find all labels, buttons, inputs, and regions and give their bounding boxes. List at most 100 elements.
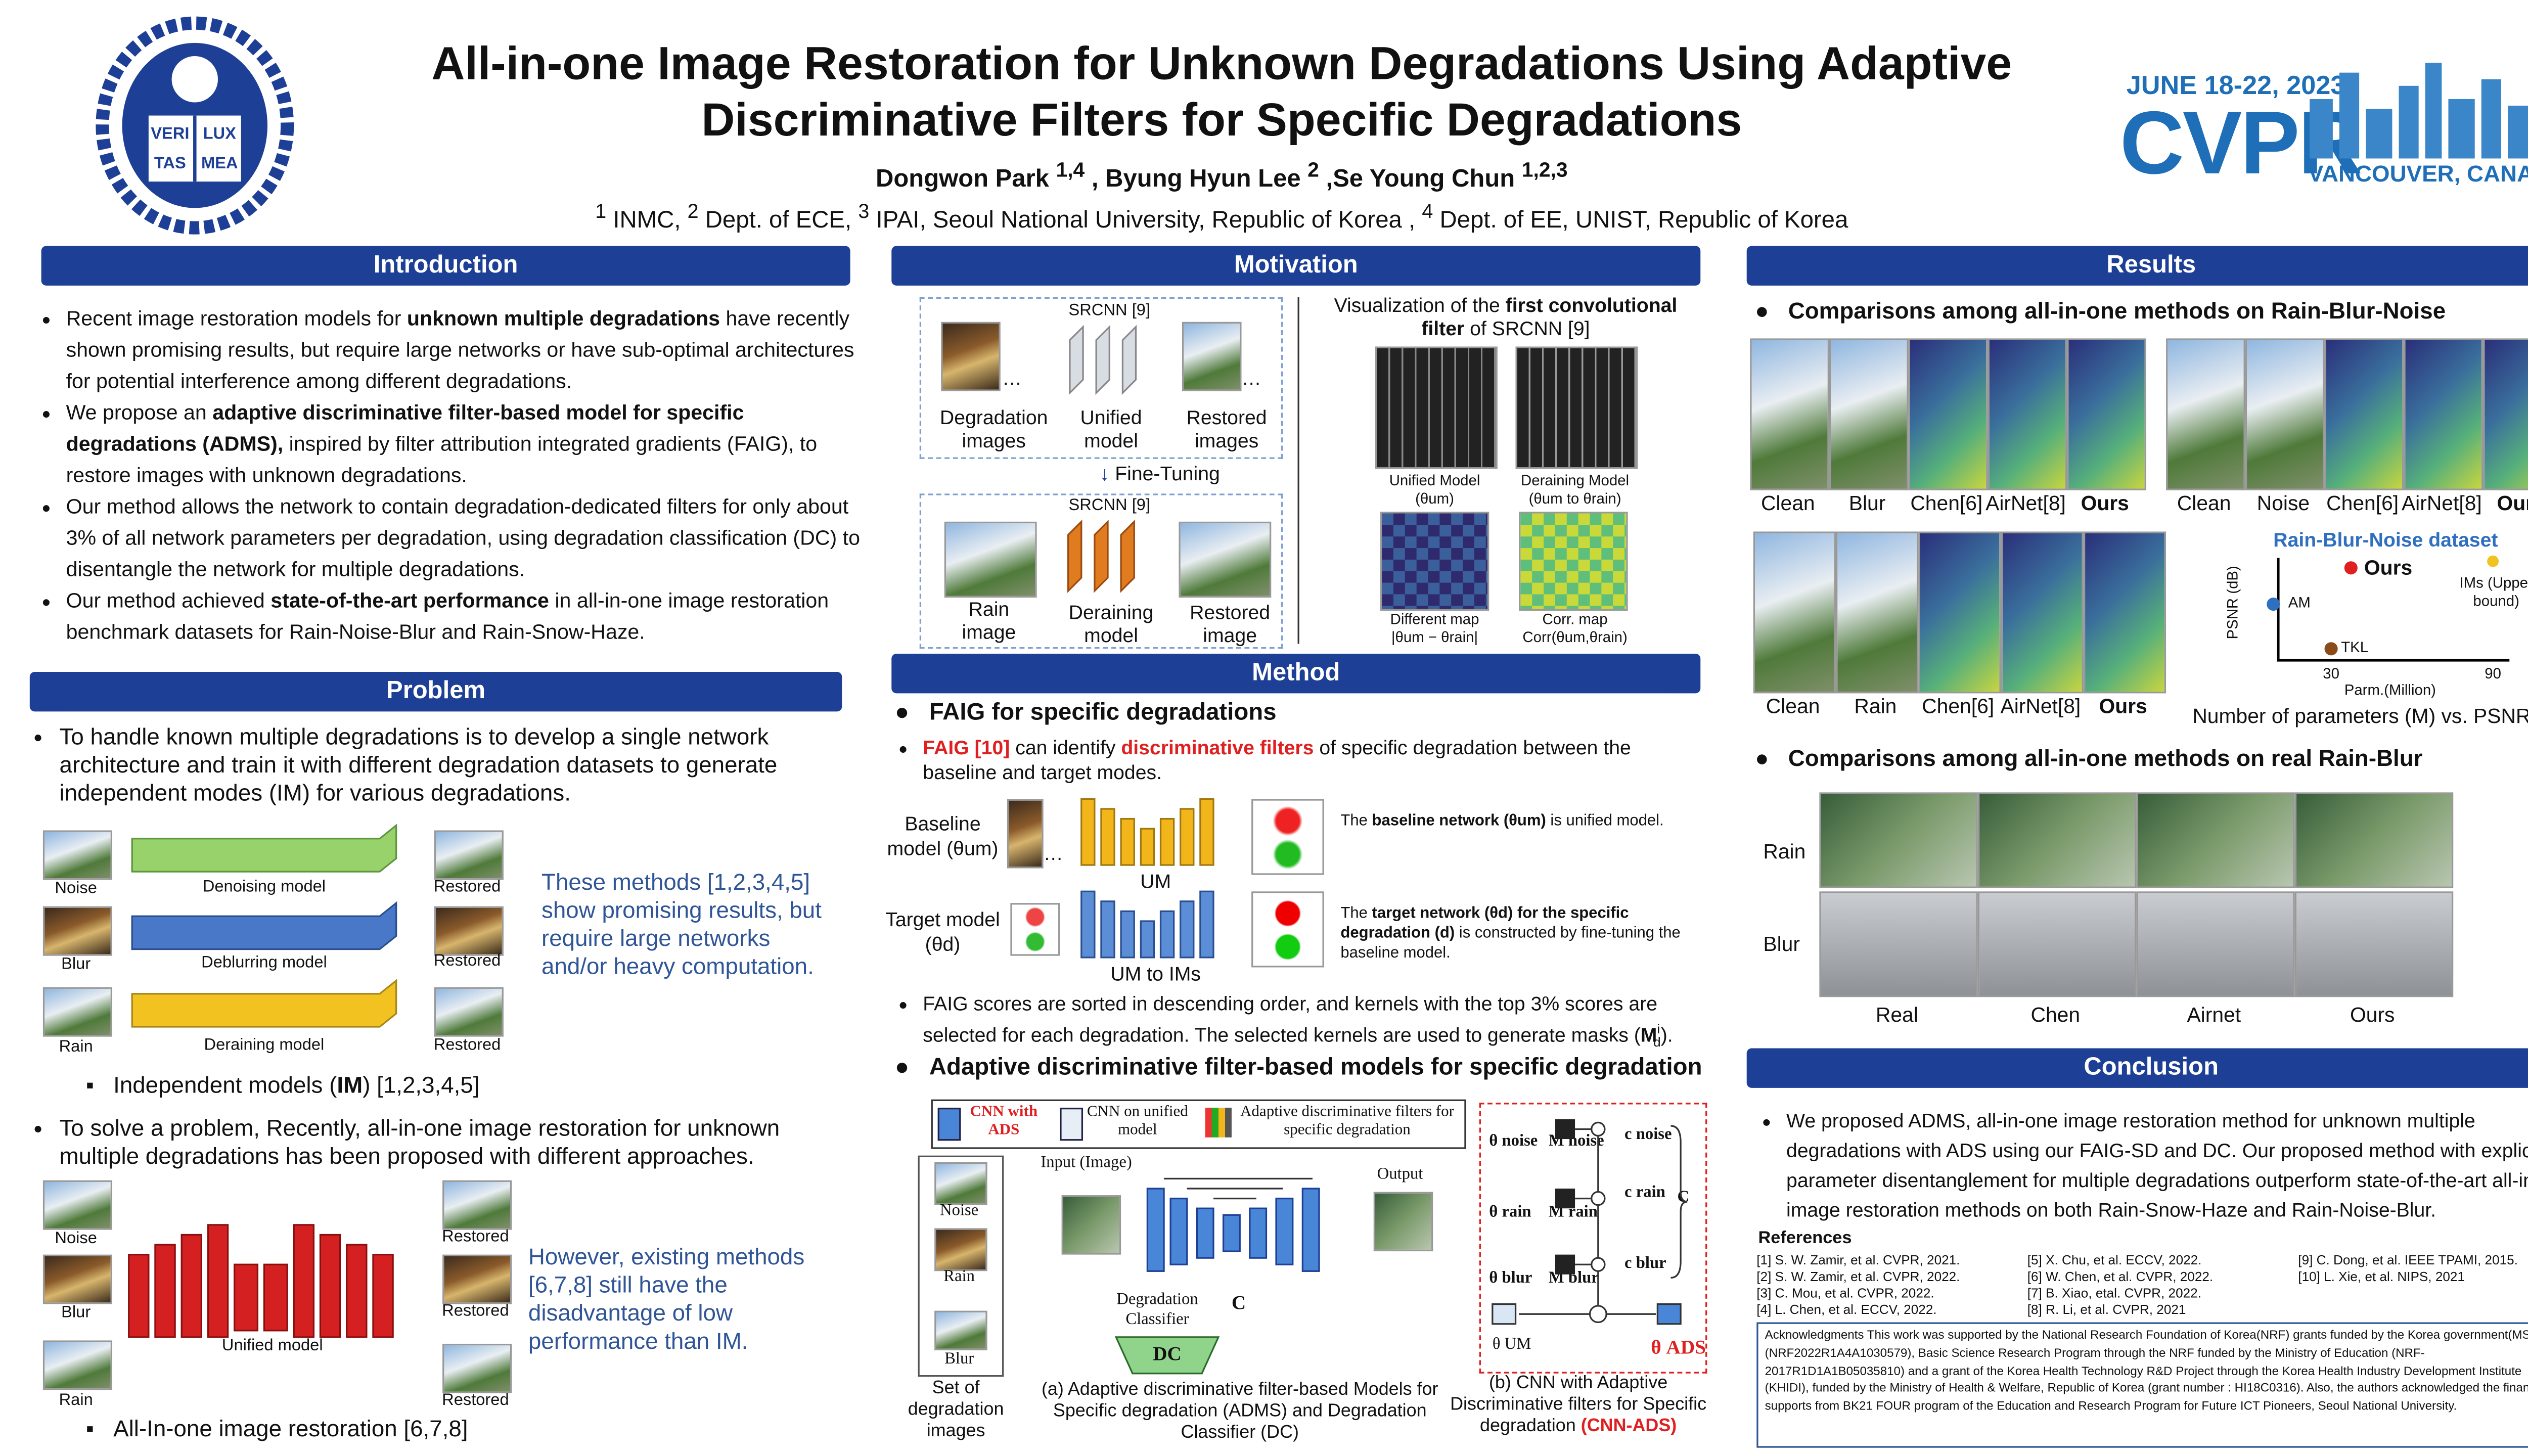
shape [1069, 325, 1137, 395]
shape [1169, 1197, 1188, 1265]
srcnn [1069, 325, 1137, 395]
real-image [2136, 792, 2295, 888]
shape [131, 979, 397, 1028]
text: Rain-Blur-Noise dataset [2273, 528, 2498, 552]
shape [234, 1263, 259, 1332]
shape [1094, 519, 1109, 593]
bullet: We propose an adaptive discriminative fi… [66, 398, 869, 492]
problem-bullet: To handle known multiple degradations is… [33, 723, 862, 807]
shape [96, 16, 294, 235]
acknowledgments: Acknowledgments This work was supported … [1756, 1322, 2528, 1448]
text: Number of parameters (M) vs. PSNR (dB) [2192, 705, 2528, 728]
shape [1515, 346, 1638, 469]
result-image [1750, 338, 1829, 490]
text: Degradation Classifier [1116, 1291, 1198, 1329]
text: TAS [154, 153, 186, 172]
text: 90 [2485, 665, 2501, 682]
text: M [1640, 1023, 1657, 1047]
text: CNN on unified model [1087, 1104, 1188, 1140]
shape [319, 1234, 341, 1338]
real-image [1977, 792, 2137, 888]
shape [934, 1228, 987, 1271]
shape [1301, 1188, 1320, 1272]
unified-model [128, 1224, 394, 1338]
text: ). [1660, 1023, 1673, 1047]
text: 3 [858, 200, 870, 223]
real-image [2294, 891, 2454, 997]
text: θ ADS [1651, 1335, 1706, 1359]
text: Restored [442, 1302, 509, 1321]
text: Corr(θum,θrain) [1522, 629, 1628, 646]
conclusion-text: We proposed ADMS, all-in-one image resto… [1760, 1106, 2528, 1225]
text: 2 [687, 200, 699, 223]
result-label: Ours [2081, 492, 2129, 515]
text: Blur [61, 956, 91, 974]
reference: [10] L. Xie, et al. NIPS, 2021 [2298, 1269, 2465, 1285]
shape [346, 1244, 368, 1338]
sub-bullet: ▪ All-In-one image restoration [6,7,8] [85, 1415, 468, 1441]
result-image [2067, 338, 2146, 490]
result-label: Ours [2497, 492, 2528, 515]
shape [207, 1224, 229, 1338]
text: ,Se Young Chun [1319, 165, 1522, 194]
text: Our method achieved [66, 589, 271, 613]
reference: [7] B. Xiao, etal. CVPR, 2022. [2027, 1286, 2201, 1301]
text: first convolutional filter [1421, 294, 1678, 340]
bullet: Our method achieved state-of-the-art per… [66, 586, 869, 649]
shape [1205, 1108, 1232, 1138]
shape [1010, 903, 1060, 956]
shape [2324, 642, 2338, 656]
reference: [9] C. Dong, et al. IEEE TPAMI, 2015. [2298, 1253, 2518, 1268]
shape [128, 1224, 394, 1338]
shape [1140, 828, 1155, 866]
text: UM [1140, 870, 1171, 893]
shape [1199, 798, 1214, 866]
text: of specific degradation between the base… [923, 736, 1631, 785]
text: Our method allows the network to contain… [66, 495, 860, 581]
shape [1519, 1128, 1656, 1315]
shape [42, 830, 113, 880]
text: target network (θd) for the specific deg… [1340, 904, 1629, 943]
shape: … [1241, 366, 1261, 390]
text: MEA [201, 153, 238, 172]
text: θ rain [1489, 1203, 1531, 1222]
section-header: Introduction [41, 246, 850, 286]
conference-date: JUNE 18-22, 2023 [2126, 72, 2345, 101]
text: Independent models ( [113, 1071, 337, 1098]
shape [2267, 598, 2280, 611]
shape [434, 830, 504, 880]
shape [1120, 519, 1135, 593]
reference: [3] C. Mou, et al. CVPR, 2022. [1756, 1286, 1934, 1301]
shape [1080, 798, 1214, 866]
conference-place: VANCOUVER, CANADA [2308, 160, 2528, 187]
result-label: Blur [1848, 492, 1886, 515]
shape [1555, 1119, 1575, 1140]
shape [1061, 1195, 1121, 1255]
shape: … [1002, 366, 1022, 390]
reference: [6] W. Chen, et al. CVPR, 2022. [2027, 1269, 2214, 1285]
text: (θum) [1415, 490, 1454, 507]
param-psnr-plot [2267, 555, 2510, 662]
shape [1080, 798, 1096, 866]
shape [1100, 900, 1115, 959]
text: , Byung Hyun Lee [1085, 165, 1308, 194]
text: (a) Adaptive discriminative filter-based… [1041, 1380, 1438, 1443]
text: Deraining model [1068, 601, 1154, 647]
text: UM to IMs [1110, 962, 1201, 986]
text: We propose an [66, 401, 213, 425]
shape [1060, 1108, 1084, 1141]
shape [434, 906, 504, 956]
panel [919, 297, 1283, 459]
text: We proposed ADMS, all-in-one image resto… [1786, 1106, 2528, 1225]
deraining-model [1067, 519, 1135, 593]
shape [2508, 105, 2528, 159]
reference: [4] L. Chen, et al. ECCV, 2022. [1756, 1302, 1937, 1317]
real-label: Chen [2030, 1004, 2081, 1027]
shape: Different map |θum − θrain| [1364, 611, 1506, 647]
text: (b) CNN with Adaptive Discriminative fil… [1450, 1373, 1707, 1436]
real-image [1819, 792, 1978, 888]
result-image [2245, 338, 2325, 490]
text: Fine-Tuning [1115, 462, 1220, 485]
shape [934, 1162, 987, 1205]
